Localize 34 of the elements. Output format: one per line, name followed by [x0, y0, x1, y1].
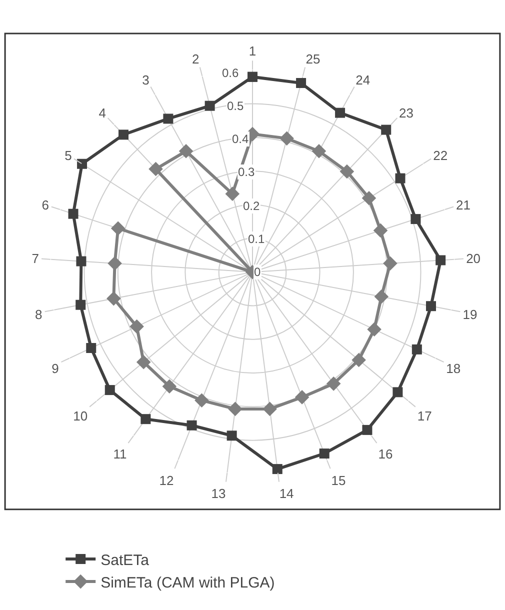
spoke-label: 1 — [248, 43, 256, 58]
spoke-label: 11 — [113, 446, 127, 462]
spoke-label: 6 — [42, 197, 49, 212]
spoke-label: 14 — [279, 486, 294, 501]
spoke-label: 18 — [446, 360, 461, 376]
spoke-label: 3 — [142, 72, 150, 88]
spoke-label: 10 — [73, 408, 88, 424]
spoke-label: 19 — [462, 307, 478, 322]
spoke-label: 5 — [64, 148, 72, 163]
y-tick-label: 0 — [254, 265, 261, 279]
y-tick-label: 0.5 — [227, 99, 244, 113]
spoke-label: 7 — [32, 251, 39, 266]
spoke-label: 25 — [306, 51, 320, 66]
spoke-label: 24 — [356, 72, 370, 88]
spoke-label: 12 — [159, 472, 174, 488]
spoke-label: 21 — [456, 197, 471, 212]
legend-label: SimETa (CAM with PLGA) — [100, 574, 275, 592]
spoke-label: 20 — [466, 251, 481, 266]
spoke-label: 15 — [331, 472, 346, 488]
y-tick-label: 0.1 — [248, 232, 266, 246]
spoke-label: 16 — [378, 446, 393, 462]
spoke-label: 8 — [35, 307, 42, 322]
y-tick-label: 0.6 — [222, 66, 240, 80]
spoke-label: 17 — [417, 408, 432, 424]
spoke-label: 4 — [98, 105, 106, 120]
spoke-label: 9 — [52, 360, 59, 376]
spoke-label: 13 — [211, 486, 226, 501]
y-tick-label: 0.4 — [232, 132, 250, 146]
y-tick-label: 0.3 — [238, 165, 256, 179]
legend-label: SatETa — [100, 552, 150, 569]
y-tick-label: 0.2 — [243, 199, 260, 213]
spoke-label: 23 — [399, 105, 414, 120]
spoke-label: 22 — [433, 148, 448, 163]
spoke-label: 2 — [192, 51, 200, 66]
